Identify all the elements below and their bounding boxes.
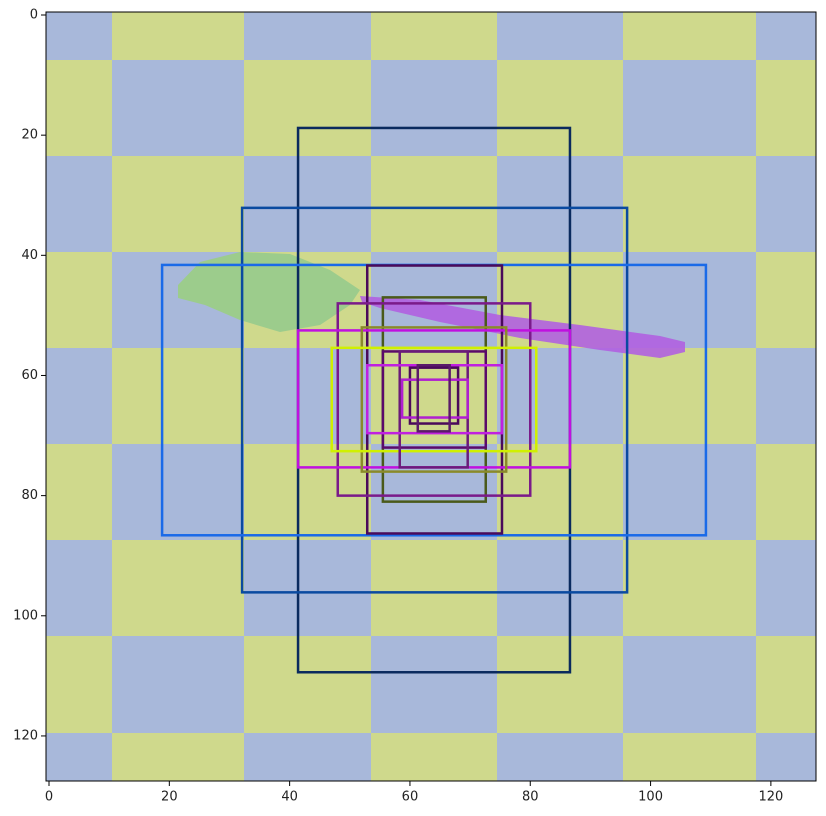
image-cell — [497, 156, 623, 252]
green-blob — [178, 252, 360, 332]
image-cell — [244, 733, 371, 781]
image-cell — [756, 348, 816, 444]
y-tick-label: 40 — [21, 248, 38, 263]
image-cell — [371, 348, 497, 444]
bounding-box — [408, 366, 460, 425]
image-cell — [497, 348, 623, 444]
y-tick-label: 120 — [13, 728, 38, 743]
image-cell — [371, 156, 497, 252]
image-cell — [46, 540, 112, 636]
image-cell — [371, 12, 497, 60]
image-cell — [756, 540, 816, 636]
image-cell — [46, 444, 112, 540]
image-cell — [756, 156, 816, 252]
image-cell — [756, 444, 816, 540]
image-cell — [244, 444, 371, 540]
image-cell — [623, 60, 756, 156]
bounding-box — [240, 206, 629, 594]
x-tick-label: 60 — [402, 790, 419, 805]
y-tick-label: 80 — [21, 488, 38, 503]
image-cell — [112, 12, 244, 60]
bounding-box — [360, 326, 508, 473]
image-cell — [756, 733, 816, 781]
bounding-box — [400, 378, 469, 419]
image-cell — [497, 60, 623, 156]
image-cell — [244, 156, 371, 252]
image-cell — [244, 12, 371, 60]
y-tick-label: 60 — [21, 368, 38, 383]
image-cell — [623, 540, 756, 636]
bounding-box — [336, 302, 532, 497]
image-cell — [112, 60, 244, 156]
image-cell — [244, 60, 371, 156]
image-cell — [244, 540, 371, 636]
image-cell — [112, 444, 244, 540]
x-tick-label: 0 — [45, 790, 53, 805]
image-cell — [623, 156, 756, 252]
image-cell — [497, 444, 623, 540]
image-cell — [371, 540, 497, 636]
image-background — [46, 12, 816, 781]
y-tick-label: 20 — [21, 128, 38, 143]
x-tick-label: 100 — [638, 790, 663, 805]
image-cell — [497, 12, 623, 60]
image-cell — [623, 444, 756, 540]
image-cell — [756, 12, 816, 60]
image-cell — [244, 636, 371, 733]
image-cell — [756, 252, 816, 348]
bounding-box — [416, 364, 451, 433]
x-tick-label: 80 — [522, 790, 539, 805]
image-cell — [46, 252, 112, 348]
image-cell — [112, 540, 244, 636]
image-cell — [623, 636, 756, 733]
image-cell — [46, 348, 112, 444]
image-cell — [112, 733, 244, 781]
plot-frame — [45, 11, 817, 782]
image-cell — [244, 348, 371, 444]
image-cell — [46, 12, 112, 60]
image-cell — [371, 733, 497, 781]
y-tick-label: 0 — [30, 8, 38, 23]
bounding-box — [330, 346, 538, 453]
image-cell — [46, 733, 112, 781]
purple-stroke — [360, 296, 685, 358]
image-cell — [623, 12, 756, 60]
image-cell — [371, 444, 497, 540]
image-cell — [497, 733, 623, 781]
x-tick-label: 20 — [161, 790, 178, 805]
image-cell — [623, 348, 756, 444]
y-tick-label: 100 — [13, 608, 38, 623]
image-cell — [46, 60, 112, 156]
image-cell — [112, 348, 244, 444]
image-cell — [756, 636, 816, 733]
image-cell — [371, 636, 497, 733]
image-cell — [371, 60, 497, 156]
image-cell — [497, 540, 623, 636]
image-cell — [112, 636, 244, 733]
image-cell — [46, 636, 112, 733]
image-cell — [497, 636, 623, 733]
image-cell — [623, 733, 756, 781]
image-cell — [756, 60, 816, 156]
image-cell — [112, 156, 244, 252]
x-tick-label: 120 — [758, 790, 783, 805]
image-cell — [623, 252, 756, 348]
image-cell — [46, 156, 112, 252]
boxes — [160, 126, 708, 674]
x-tick-label: 40 — [281, 790, 298, 805]
